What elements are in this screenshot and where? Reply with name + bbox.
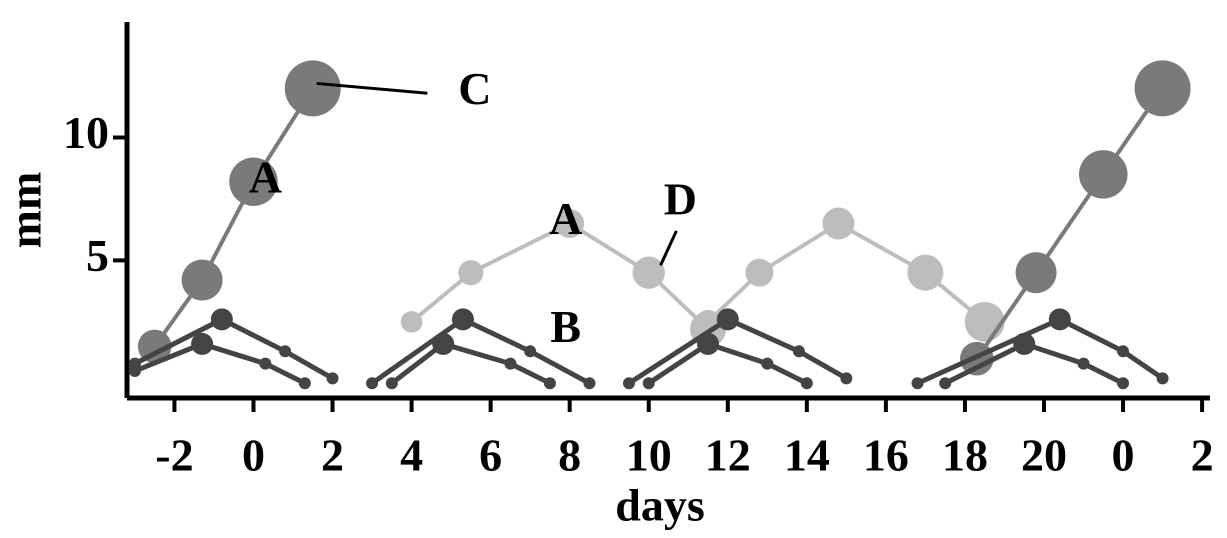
data-point <box>745 258 774 287</box>
data-point <box>458 260 484 286</box>
data-point <box>939 377 952 390</box>
data-point <box>1156 372 1169 385</box>
series-line <box>647 341 808 386</box>
data-point <box>697 332 720 355</box>
x-tick-label: 12 <box>705 430 751 481</box>
x-tick-label: 18 <box>942 430 988 481</box>
x-tick-label: 2 <box>1191 430 1214 481</box>
data-point <box>366 377 379 390</box>
x-tick-label: 8 <box>558 430 581 481</box>
data-point <box>1077 357 1090 370</box>
data-point <box>259 357 272 370</box>
y-tick-label: 10 <box>63 107 109 158</box>
data-point <box>1015 252 1057 294</box>
x-tick-label: 6 <box>479 430 502 481</box>
series-line <box>370 316 591 386</box>
annotation: C <box>458 63 491 114</box>
x-axis-label: days <box>615 480 704 531</box>
x-tick-label: 10 <box>626 430 672 481</box>
data-point <box>1079 150 1128 199</box>
series-line <box>627 316 848 386</box>
data-point <box>137 329 172 364</box>
data-point <box>964 301 1005 342</box>
x-tick-label: 20 <box>1021 430 1067 481</box>
data-point <box>555 209 585 238</box>
leader <box>659 230 678 266</box>
annotation: A <box>249 151 282 202</box>
series-line <box>153 87 315 348</box>
x-tick-label: 4 <box>400 430 423 481</box>
y-tick-label: 5 <box>86 230 109 281</box>
series-line <box>133 316 334 381</box>
data-point <box>504 357 517 370</box>
y-axis-label: mm <box>0 172 51 249</box>
series-line <box>975 87 1165 360</box>
data-point <box>840 372 853 385</box>
x-tick-label: 2 <box>321 430 344 481</box>
x-tick-label: 14 <box>784 430 830 481</box>
data-point <box>326 372 339 385</box>
x-tick-label: -2 <box>155 430 193 481</box>
data-point <box>761 357 774 370</box>
data-point <box>907 254 944 291</box>
annotation: B <box>550 301 581 352</box>
data-point <box>385 377 398 390</box>
data-point <box>822 207 855 240</box>
leader <box>316 81 428 95</box>
data-point <box>432 332 455 355</box>
annotation: D <box>664 173 697 224</box>
data-point <box>642 377 655 390</box>
x-tick-label: 0 <box>242 430 265 481</box>
data-point <box>298 377 311 390</box>
data-point <box>632 256 665 289</box>
data-point <box>279 345 292 358</box>
data-point <box>622 377 635 390</box>
data-point <box>1013 332 1036 355</box>
data-point <box>716 308 739 331</box>
data-point <box>400 311 423 333</box>
annotation: A <box>549 193 582 244</box>
data-point <box>181 259 223 301</box>
series-line <box>390 341 552 386</box>
data-point <box>210 308 233 331</box>
data-point <box>524 345 537 358</box>
data-point <box>284 60 341 117</box>
series-line <box>944 341 1125 386</box>
data-point <box>583 377 596 390</box>
data-point <box>451 308 474 331</box>
series-line <box>916 316 1164 386</box>
data-point <box>229 157 278 207</box>
series-line <box>133 341 306 386</box>
data-point <box>792 345 805 358</box>
data-point <box>1117 345 1130 358</box>
data-point <box>191 332 214 355</box>
data-point <box>800 377 813 390</box>
data-point <box>128 364 141 377</box>
data-point <box>543 377 556 390</box>
data-point <box>1048 308 1071 331</box>
data-point <box>911 377 924 390</box>
x-tick-label: 0 <box>1112 430 1135 481</box>
data-point <box>1134 60 1191 117</box>
x-tick-label: 16 <box>863 430 909 481</box>
data-point <box>1117 377 1130 390</box>
